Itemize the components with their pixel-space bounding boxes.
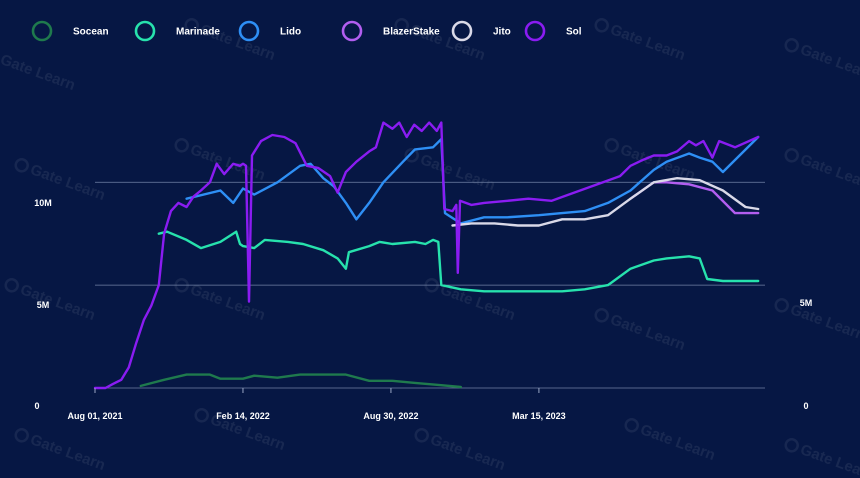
watermark-text: Gate Learn (798, 41, 860, 84)
watermark: Gate Learn (624, 418, 717, 464)
watermark-logo-icon (594, 18, 609, 33)
watermark-text: Gate Learn (638, 421, 717, 464)
y-axis: 0 5M 10M 0 5M (34, 198, 812, 411)
watermark: Gate Learn (594, 308, 687, 354)
watermark-text: Gate Learn (28, 431, 107, 474)
watermark-logo-icon (14, 428, 29, 443)
watermark-text: Gate Learn (608, 21, 687, 64)
watermark-text: Gate Learn (618, 141, 697, 184)
watermark-logo-icon (194, 408, 209, 423)
watermark-logo-icon (4, 278, 19, 293)
legend-label-jito: Jito (493, 27, 511, 38)
watermark: Gate Learn (784, 38, 860, 84)
x-tick-label: Aug 30, 2022 (363, 411, 418, 421)
legend-marker-socean (31, 20, 53, 42)
watermark-text: Gate Learn (798, 441, 860, 478)
watermark-text: Gate Learn (18, 281, 97, 324)
y-tick-label-left: 0 (34, 401, 39, 411)
watermark: Gate Learn (394, 18, 487, 64)
x-tick-label: Mar 15, 2023 (512, 411, 566, 421)
watermark-logo-icon (394, 18, 409, 33)
watermark-layer: Gate Learn Gate Learn Gate Learn Gate Learn… (0, 18, 860, 478)
watermark-logo-icon (414, 428, 429, 443)
watermark-logo-icon (784, 438, 799, 453)
watermark-logo-icon (604, 138, 619, 153)
series-line-lido (185, 135, 760, 225)
y-tick-label-right: 5M (800, 298, 813, 308)
legend-marker-blazerstake (341, 20, 363, 42)
x-tick-label: Aug 01, 2021 (67, 411, 122, 421)
watermark: Gate Learn (424, 278, 517, 324)
legend-label-sol: Sol (566, 27, 582, 38)
x-tick-label: Feb 14, 2022 (216, 411, 270, 421)
watermark-logo-icon (174, 278, 189, 293)
legend-marker-marinade (134, 20, 156, 42)
watermark: Gate Learn (594, 18, 687, 64)
gridlines (95, 181, 765, 389)
watermark: Gate Learn (784, 148, 860, 194)
legend-label-lido: Lido (280, 27, 301, 38)
watermark: Gate Learn (0, 51, 77, 94)
watermark: Gate Learn (174, 278, 267, 324)
series-lines (93, 121, 760, 390)
watermark-logo-icon (784, 38, 799, 53)
x-axis: Aug 01, 2021 Feb 14, 2022 Aug 30, 2022 Mar … (67, 388, 566, 421)
y-tick-label-right: 0 (803, 401, 808, 411)
legend-marker-jito (451, 20, 473, 42)
watermark: Gate Learn (784, 438, 860, 478)
watermark-logo-icon (784, 148, 799, 163)
watermark-logo-icon (424, 278, 439, 293)
watermark-text: Gate Learn (428, 431, 507, 474)
watermark: Gate Learn (14, 428, 107, 474)
series-line-blazerstake (629, 181, 760, 215)
y-tick-label-left: 5M (37, 300, 50, 310)
series-line-sol (93, 121, 760, 390)
watermark-text: Gate Learn (418, 151, 497, 194)
watermark-logo-icon (774, 298, 789, 313)
watermark-logo-icon (184, 18, 199, 33)
series-line-socean (139, 373, 462, 389)
watermark-logo-icon (14, 158, 29, 173)
watermark-logo-icon (594, 308, 609, 323)
legend-label-blazerstake: BlazerStake (383, 27, 440, 38)
series-line-jito (451, 177, 760, 227)
watermark-text: Gate Learn (608, 311, 687, 354)
watermark: Gate Learn (174, 138, 267, 184)
watermark: Gate Learn (414, 428, 507, 474)
legend-label-socean: Socean (73, 27, 109, 38)
legend-label-marinade: Marinade (176, 27, 220, 38)
legend-marker-sol (524, 20, 546, 42)
watermark-logo-icon (174, 138, 189, 153)
watermark: Gate Learn (774, 298, 860, 344)
legend-marker-lido (238, 20, 260, 42)
watermark: Gate Learn (404, 148, 497, 194)
watermark-text: Gate Learn (188, 281, 267, 324)
watermark-text: Gate Learn (0, 51, 77, 94)
watermark: Gate Learn (14, 158, 107, 204)
y-tick-label-left: 10M (34, 198, 52, 208)
watermark-logo-icon (624, 418, 639, 433)
legend: Socean Marinade Lido BlazerStake Jito Sol (31, 20, 582, 42)
watermark: Gate Learn (4, 278, 97, 324)
watermark-text: Gate Learn (798, 151, 860, 194)
series-line-marinade (157, 230, 760, 293)
watermark: Gate Learn (184, 18, 277, 64)
